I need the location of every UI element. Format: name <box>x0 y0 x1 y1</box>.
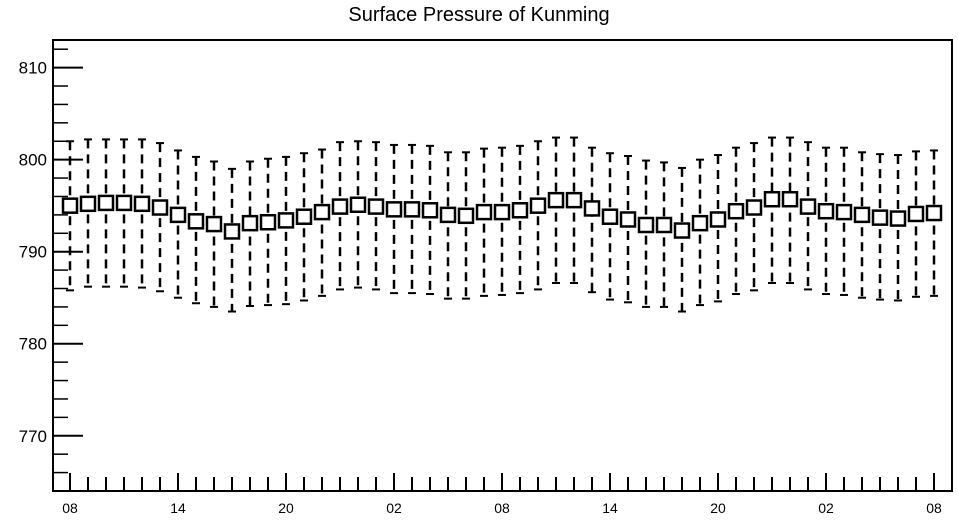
x-tick-label: 14 <box>170 500 186 516</box>
median-marker <box>709 211 727 228</box>
y-tick-label: 780 <box>19 335 47 354</box>
box-series <box>61 136 943 313</box>
x-tick-label: 02 <box>386 500 402 516</box>
median-marker <box>331 198 349 215</box>
median-marker <box>511 202 529 219</box>
median-marker <box>637 216 655 234</box>
median-marker <box>187 213 205 230</box>
median-marker <box>799 198 817 215</box>
x-axis: 08 14 20 02 08 14 20 02 08 <box>62 500 942 516</box>
median-marker <box>745 199 763 216</box>
x-tick-label: 08 <box>62 500 78 516</box>
median-marker <box>907 205 925 223</box>
median-marker <box>97 194 115 212</box>
median-marker <box>61 197 79 214</box>
median-marker <box>835 203 853 221</box>
y-tick-label: 800 <box>19 151 47 170</box>
y-minor-ticks <box>53 48 68 492</box>
x-tick-label: 14 <box>602 500 618 516</box>
median-marker <box>925 204 943 222</box>
y-tick-label: 810 <box>19 59 47 78</box>
x-tick-label: 08 <box>494 500 510 516</box>
x-tick-label: 20 <box>710 500 726 516</box>
median-marker <box>889 210 907 227</box>
median-marker <box>223 223 241 240</box>
median-marker <box>493 203 511 221</box>
median-marker <box>367 198 385 215</box>
y-tick-label: 770 <box>19 427 47 446</box>
median-marker <box>421 202 439 219</box>
x-tick-label: 08 <box>926 500 942 516</box>
chart-title: Surface Pressure of Kunming <box>348 4 610 26</box>
median-marker <box>169 206 187 224</box>
median-marker <box>547 191 565 209</box>
median-marker <box>259 213 277 231</box>
median-marker <box>457 207 475 225</box>
median-marker <box>853 206 871 224</box>
median-marker <box>277 212 295 229</box>
median-marker <box>385 201 403 218</box>
x-tick-label: 02 <box>818 500 834 516</box>
median-marker <box>691 214 709 232</box>
median-marker <box>439 206 457 224</box>
median-marker <box>79 195 97 213</box>
median-marker <box>871 209 889 226</box>
y-axis: 770 780 790 800 810 <box>19 59 83 446</box>
median-marker <box>529 197 547 214</box>
median-marker <box>619 211 637 228</box>
median-marker <box>133 195 151 213</box>
median-marker <box>565 191 583 209</box>
x-axis-ticks <box>69 473 935 491</box>
plot-frame <box>52 39 953 492</box>
median-marker <box>151 199 169 216</box>
median-marker <box>583 200 601 217</box>
median-marker <box>727 202 745 220</box>
median-marker <box>115 194 133 212</box>
median-marker <box>241 214 259 232</box>
median-marker <box>673 222 691 239</box>
median-marker <box>601 208 619 225</box>
median-marker <box>655 216 673 234</box>
median-marker <box>205 215 223 233</box>
median-marker <box>349 196 367 214</box>
median-marker <box>295 208 313 225</box>
median-marker <box>475 203 493 221</box>
median-marker <box>763 190 781 208</box>
y-tick-label: 790 <box>19 243 47 262</box>
median-marker <box>817 202 835 220</box>
median-marker <box>403 201 421 218</box>
median-marker <box>313 203 331 221</box>
median-marker <box>781 190 799 208</box>
x-tick-label: 20 <box>278 500 294 516</box>
